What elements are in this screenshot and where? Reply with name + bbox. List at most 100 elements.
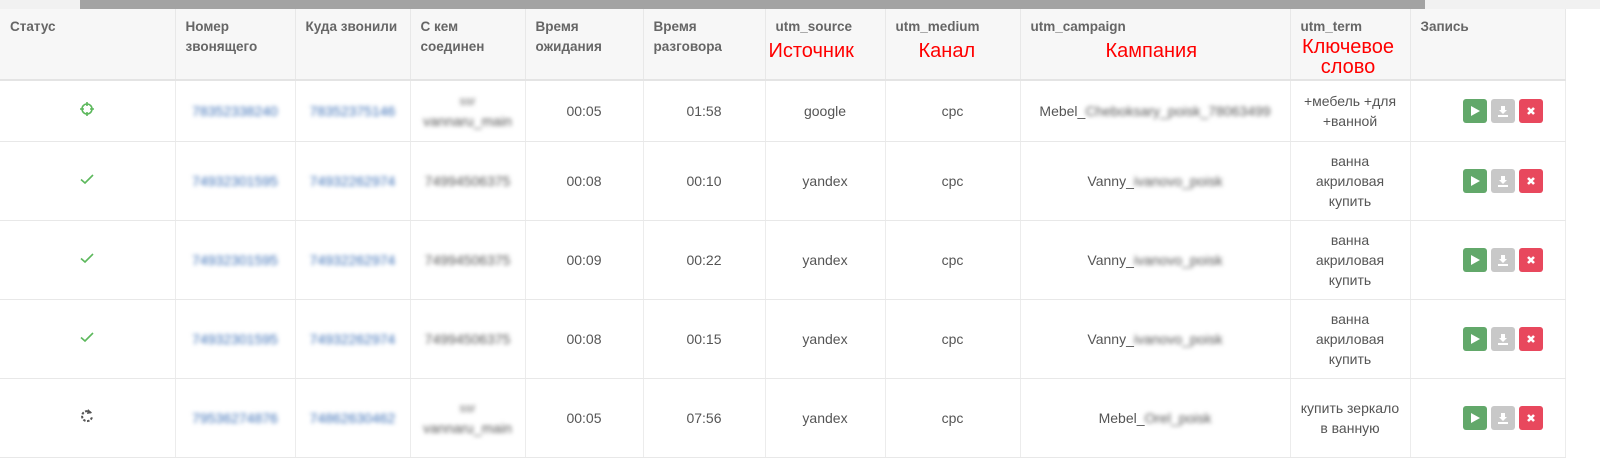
- connected-value[interactable]: 74994506375: [424, 331, 511, 347]
- caller-number-link[interactable]: 74932301595: [192, 173, 278, 189]
- called-cell: 74932262974: [295, 220, 411, 300]
- caller-number-link[interactable]: 74932301595: [192, 252, 278, 268]
- close-icon: [1526, 177, 1535, 185]
- status-cell: [0, 299, 176, 379]
- called-number-link[interactable]: 74932262974: [309, 173, 396, 189]
- record-cell: [1410, 299, 1566, 379]
- table-row: 74932301595 74932262974 74994506375 00:0…: [0, 220, 1566, 300]
- caller-number-link[interactable]: 78352338240: [192, 103, 278, 119]
- utm-term: +мебель +для +ванной: [1290, 80, 1411, 142]
- download-icon: [1497, 413, 1508, 424]
- connected-cell: 74994506375: [410, 141, 526, 221]
- horizontal-scrollbar[interactable]: [0, 0, 1600, 9]
- called-number-link[interactable]: 74932262974: [309, 331, 396, 347]
- called-number-link[interactable]: 74862630462: [309, 410, 396, 426]
- campaign-rest: ivanovo_poisk: [1133, 173, 1223, 189]
- connected-value[interactable]: 74994506375: [424, 173, 511, 189]
- utm-campaign-cell: Vanny_ivanovo_poisk: [1020, 299, 1291, 379]
- table-row: 79536274876 74862630462 ssr vannaru_main …: [0, 378, 1566, 458]
- called-cell: 74862630462: [295, 378, 411, 458]
- header-utm-source[interactable]: utm_source Источник: [765, 9, 886, 81]
- delete-button[interactable]: [1518, 248, 1543, 272]
- utm-campaign-cell: Vanny_ivanovo_poisk: [1020, 220, 1291, 300]
- record-cell: [1410, 378, 1566, 458]
- wait-time: 00:08: [525, 141, 644, 221]
- header-label: utm_term: [1300, 19, 1363, 34]
- utm-medium: cpc: [885, 80, 1021, 142]
- delete-button[interactable]: [1518, 406, 1543, 430]
- called-number-link[interactable]: 78352375146: [309, 103, 396, 119]
- connected-value[interactable]: vannaru_main: [423, 420, 512, 436]
- utm-campaign-cell: Mebel_Cheboksary_poisk_78063499: [1020, 80, 1291, 142]
- download-button[interactable]: [1490, 169, 1515, 193]
- table-row: 74932301595 74932262974 74994506375 00:0…: [0, 141, 1566, 221]
- header-caller[interactable]: Номер звонящего: [175, 9, 296, 81]
- caller-cell: 74932301595: [175, 220, 296, 300]
- close-icon: [1526, 414, 1535, 422]
- close-icon: [1526, 335, 1535, 343]
- caller-cell: 79536274876: [175, 378, 296, 458]
- campaign-rest: ivanovo_poisk: [1133, 331, 1223, 347]
- download-icon: [1497, 334, 1508, 345]
- header-utm-medium[interactable]: utm_medium Канал: [885, 9, 1021, 81]
- caller-cell: 74932301595: [175, 141, 296, 221]
- caller-number-link[interactable]: 79536274876: [192, 410, 278, 426]
- called-number-link[interactable]: 74932262974: [309, 252, 396, 268]
- header-talk[interactable]: Время разговора: [643, 9, 766, 81]
- status-cell: [0, 220, 176, 300]
- play-button[interactable]: [1462, 327, 1487, 351]
- utm-source: yandex: [765, 299, 886, 379]
- record-cell: [1410, 80, 1566, 142]
- header-status[interactable]: Статус: [0, 9, 176, 81]
- campaign-prefix: Vanny_: [1087, 173, 1134, 189]
- scrollbar-thumb[interactable]: [80, 0, 1425, 9]
- play-icon: [1470, 413, 1480, 423]
- download-button[interactable]: [1490, 406, 1515, 430]
- crosshair-icon: [79, 101, 95, 117]
- play-button[interactable]: [1462, 406, 1487, 430]
- delete-button[interactable]: [1518, 327, 1543, 351]
- download-icon: [1497, 255, 1508, 266]
- annotation-campaign: Кампания: [1105, 40, 1198, 62]
- play-button[interactable]: [1462, 99, 1487, 123]
- connected-prefix: ssr: [459, 401, 476, 415]
- header-wait[interactable]: Время ожидания: [525, 9, 644, 81]
- campaign-rest: ivanovo_poisk: [1133, 252, 1223, 268]
- play-button[interactable]: [1462, 248, 1487, 272]
- utm-source: yandex: [765, 378, 886, 458]
- header-called[interactable]: Куда звонили: [295, 9, 411, 81]
- campaign-prefix: Mebel_: [1098, 410, 1145, 426]
- status-cell: [0, 80, 176, 142]
- header-utm-campaign[interactable]: utm_campaign Кампания: [1020, 9, 1291, 81]
- connected-value[interactable]: vannaru_main: [423, 113, 512, 129]
- header-label: utm_medium: [895, 19, 980, 34]
- check-icon: [79, 171, 95, 187]
- utm-source: yandex: [765, 141, 886, 221]
- delete-button[interactable]: [1518, 99, 1543, 123]
- connected-value[interactable]: 74994506375: [424, 252, 511, 268]
- status-cell: [0, 378, 176, 458]
- annotation-medium: Канал: [918, 40, 976, 62]
- header-connected[interactable]: С кем соединен: [410, 9, 526, 81]
- header-row: Статус Номер звонящего Куда звонили С ке…: [0, 9, 1566, 81]
- header-label: utm_campaign: [1030, 19, 1126, 34]
- download-button[interactable]: [1490, 248, 1515, 272]
- download-icon: [1497, 176, 1508, 187]
- connected-cell: 74994506375: [410, 299, 526, 379]
- connected-cell: ssr vannaru_main: [410, 378, 526, 458]
- play-button[interactable]: [1462, 169, 1487, 193]
- utm-medium: cpc: [885, 220, 1021, 300]
- table-row: 74932301595 74932262974 74994506375 00:0…: [0, 299, 1566, 379]
- download-button[interactable]: [1490, 327, 1515, 351]
- table-row: 78352338240 78352375146 ssr vannaru_main …: [0, 80, 1566, 142]
- utm-term: ванна акриловая купить: [1290, 141, 1411, 221]
- caller-number-link[interactable]: 74932301595: [192, 331, 278, 347]
- campaign-rest: Cheboksary_poisk_78063499: [1085, 103, 1271, 119]
- delete-button[interactable]: [1518, 169, 1543, 193]
- utm-term: купить зеркало в ванную: [1290, 378, 1411, 458]
- connected-cell: ssr vannaru_main: [410, 80, 526, 142]
- called-cell: 74932262974: [295, 141, 411, 221]
- download-button[interactable]: [1490, 99, 1515, 123]
- utm-source: yandex: [765, 220, 886, 300]
- header-utm-term[interactable]: utm_term Ключевое слово: [1290, 9, 1411, 81]
